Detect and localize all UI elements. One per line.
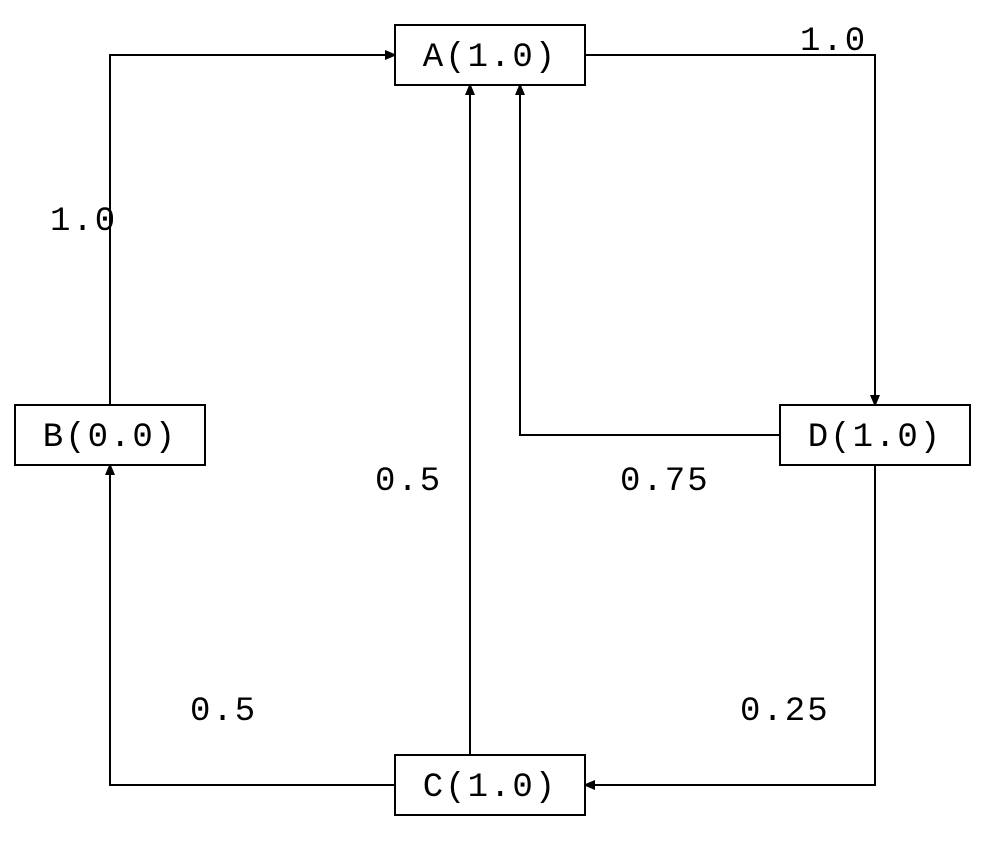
edge-label-b-to-a: 1.0 — [50, 203, 117, 241]
node-c: C(1.0) — [395, 755, 585, 815]
node-a-label: A(1.0) — [423, 39, 557, 77]
edge-d-to-a — [520, 85, 780, 435]
node-b-label: B(0.0) — [43, 419, 177, 457]
edge-label-a-to-d: 1.0 — [800, 23, 867, 61]
edge-label-d-to-c: 0.25 — [740, 693, 830, 731]
graph-diagram: 1.0 1.0 0.75 0.25 0.5 0.5 A(1.0) B(0.0) … — [0, 0, 1000, 853]
edge-label-c-to-a: 0.5 — [375, 463, 442, 501]
node-a: A(1.0) — [395, 25, 585, 85]
edge-label-d-to-a: 0.75 — [620, 463, 710, 501]
edge-a-to-d — [585, 55, 875, 405]
edge-c-to-b — [110, 465, 395, 785]
edge-b-to-a — [110, 55, 395, 405]
node-c-label: C(1.0) — [423, 769, 557, 807]
node-b: B(0.0) — [15, 405, 205, 465]
node-d: D(1.0) — [780, 405, 970, 465]
edge-d-to-c — [585, 465, 875, 785]
node-d-label: D(1.0) — [808, 419, 942, 457]
edge-label-c-to-b: 0.5 — [190, 693, 257, 731]
